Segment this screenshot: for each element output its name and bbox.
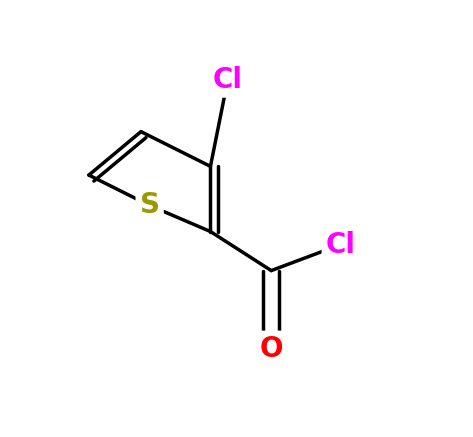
Text: Cl: Cl	[213, 66, 243, 94]
Text: O: O	[260, 335, 283, 363]
Text: Cl: Cl	[326, 231, 356, 259]
Text: S: S	[140, 191, 160, 219]
